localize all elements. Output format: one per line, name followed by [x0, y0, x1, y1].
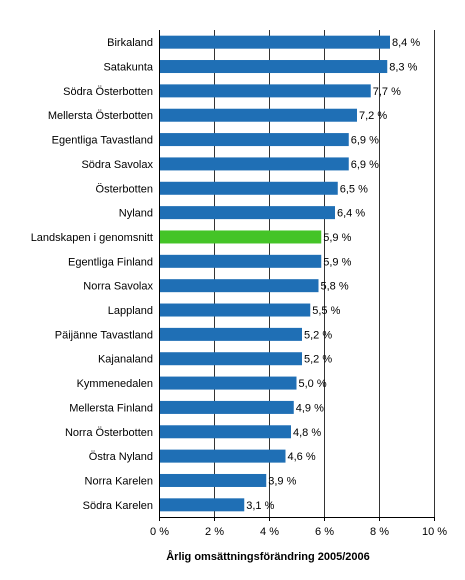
x-tick-label: 0 %: [150, 526, 169, 538]
category-label: Norra Savolax: [83, 281, 153, 293]
gridlines: [214, 30, 435, 517]
value-label: 4,6 %: [288, 451, 316, 463]
category-label: Norra Karelen: [85, 475, 153, 487]
value-label: 5,2 %: [304, 354, 332, 366]
category-label: Landskapen i genomsnitt: [31, 232, 153, 244]
value-label: 3,1 %: [246, 500, 274, 512]
x-tick-label: 10 %: [422, 526, 447, 538]
bar: [159, 498, 245, 512]
value-label: 5,2 %: [304, 329, 332, 341]
bar: [159, 303, 311, 317]
x-tick-label: 8 %: [370, 526, 389, 538]
bar: [159, 425, 291, 439]
bar: [159, 181, 338, 195]
category-label: Nyland: [119, 208, 153, 220]
bar: [159, 133, 349, 147]
category-labels: Birkaland Satakunta Södra Österbotten Melle…: [31, 37, 154, 512]
category-label: Mellersta Österbotten: [48, 110, 153, 122]
category-label: Kajanaland: [98, 354, 153, 366]
value-label: 7,7 %: [373, 86, 401, 98]
bar: [159, 84, 371, 98]
bar: [159, 157, 349, 171]
category-label: Södra Österbotten: [63, 86, 153, 98]
value-label: 5,9 %: [323, 256, 351, 268]
value-label: 7,2 %: [359, 110, 387, 122]
category-label: Österbotten: [96, 183, 153, 195]
value-label: 3,9 %: [268, 475, 296, 487]
bar: [159, 108, 357, 122]
value-label: 6,5 %: [340, 183, 368, 195]
bar: [159, 376, 297, 390]
category-label: Egentliga Finland: [68, 256, 153, 268]
value-label: 8,4 %: [392, 37, 420, 49]
bar: [159, 352, 302, 366]
value-label: 6,9 %: [351, 159, 379, 171]
category-label: Lappland: [108, 305, 153, 317]
x-axis-title: Årlig omsättningsförändring 2005/2006: [166, 550, 370, 563]
value-label: 6,4 %: [337, 208, 365, 220]
category-label: Östra Nyland: [89, 451, 153, 463]
value-label: 4,8 %: [293, 427, 321, 439]
bar: [159, 327, 302, 341]
x-tick-label: 4 %: [260, 526, 279, 538]
value-label: 5,9 %: [323, 232, 351, 244]
bars: [159, 35, 390, 512]
value-label: 5,5 %: [312, 305, 340, 317]
value-labels: 8,4 % 8,3 % 7,7 % 7,2 % 6,9 % 6,9 % 6,5 % 6,4 %…: [246, 37, 420, 512]
category-label: Södra Savolax: [81, 159, 153, 171]
value-label: 6,9 %: [351, 135, 379, 147]
bar: [159, 206, 335, 220]
value-label: 5,0 %: [299, 378, 327, 390]
x-tick-label: 6 %: [315, 526, 334, 538]
bar: [159, 60, 388, 74]
bar: [159, 35, 390, 49]
category-label: Birkaland: [107, 37, 153, 49]
category-label: Päijänne Tavastland: [55, 329, 153, 341]
category-label: Mellersta Finland: [69, 402, 153, 414]
value-label: 4,9 %: [296, 402, 324, 414]
bar: [159, 254, 322, 268]
category-label: Egentliga Tavastland: [52, 135, 153, 147]
category-label: Kymmenedalen: [77, 378, 153, 390]
value-label: 8,3 %: [389, 62, 417, 74]
bar: [159, 279, 319, 293]
bar: [159, 400, 294, 414]
value-label: 5,8 %: [321, 281, 349, 293]
category-label: Norra Österbotten: [65, 427, 153, 439]
x-tick-label: 2 %: [205, 526, 224, 538]
category-label: Satakunta: [103, 62, 153, 74]
category-label: Södra Karelen: [83, 500, 153, 512]
bar: [159, 449, 286, 463]
x-axis: 0 % 2 % 4 % 6 % 8 % 10 %: [150, 30, 447, 538]
bar: [159, 473, 267, 487]
bar: [159, 230, 322, 244]
